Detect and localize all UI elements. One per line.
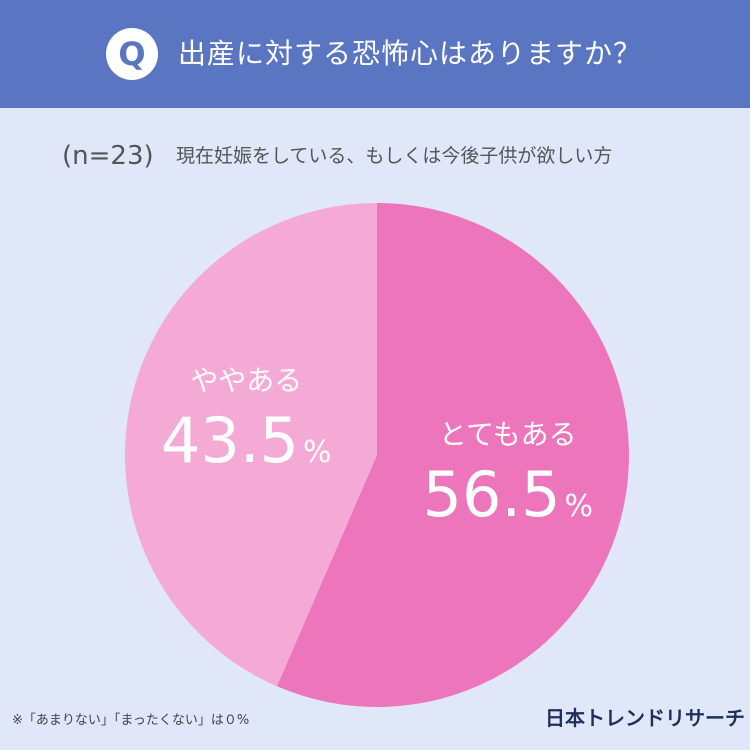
header-bar: Q 出産に対する恐怖心はありますか？ [0,0,750,108]
slice-label-group-0: とてもある 56.5% [423,418,594,531]
slice-value-1: 43.5% [161,404,332,477]
sample-size: (n=23) [62,141,154,171]
question-badge: Q [106,28,158,80]
survey-subtitle: 現在妊娠をしている、もしくは今後子供が欲しい方 [176,145,613,167]
slice-label-1: ややある [190,364,302,397]
slice-value-0: 56.5% [423,458,594,531]
footnote: ※「あまりない」「まったくない」は０% [12,713,250,728]
slice-label-0: とてもある [439,418,577,451]
slice-label-group-1: ややある 43.5% [161,364,332,477]
pie-slice-0 [276,203,629,707]
brand-logo: 日本トレンドリサーチ [545,706,745,730]
pie-slice-1 [124,203,377,687]
question-title: 出産に対する恐怖心はありますか？ [178,37,643,70]
